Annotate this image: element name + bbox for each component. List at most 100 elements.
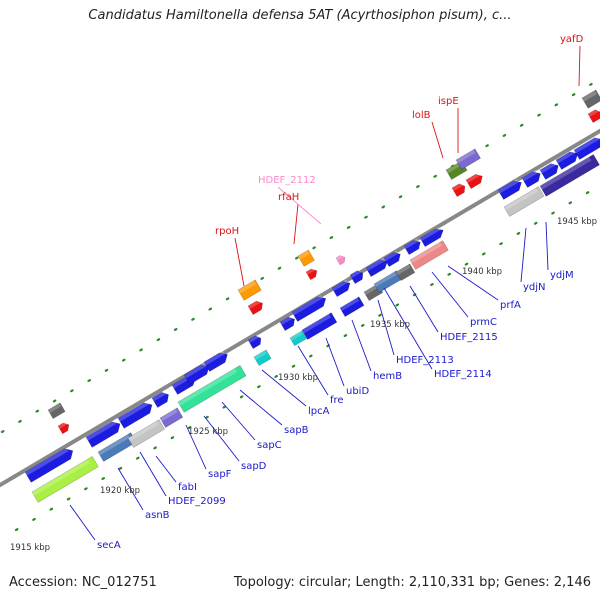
gene-feature [339,296,365,318]
tick-dot [136,456,140,460]
tick-dot [395,303,400,307]
gene-box [159,407,184,428]
leader-line [69,504,96,541]
kbp-label: 1930 kbp [278,373,318,383]
gene-label: ubiD [346,386,369,397]
tick-dot [52,399,57,403]
tick-dot [464,262,469,266]
tick-dot [104,368,109,372]
gene-feature [301,312,338,340]
gene-feature [183,362,210,385]
gene-feature [159,407,184,428]
gene-shine [204,350,225,366]
gene-shine [466,172,481,184]
map-title: Candidatus Hamiltonella defensa 5AT (Acy… [88,8,512,23]
leader-line [297,345,329,396]
label-leader-lines [69,45,581,541]
gene-shine [160,408,178,422]
leader-line [325,337,345,387]
gene-feature [539,161,559,180]
gene-arrow [403,239,421,256]
tick-dot [502,133,507,137]
gene-feature [85,420,121,448]
tick-marks [0,82,593,532]
gene-feature [331,279,351,298]
tick-dot [66,497,71,501]
gene-feature [539,154,600,197]
gene-arrow [247,300,263,316]
gene-feature [451,182,466,198]
tick-dot [312,246,316,250]
gene-arrow [335,255,346,266]
gene-label: fre [330,395,344,406]
gene-feature [279,315,295,332]
gene-arrow [183,364,210,385]
gene-feature [24,447,74,483]
leader-line [239,389,283,426]
gene-shine [178,368,238,406]
tick-dot [18,419,22,423]
gene-arrow [151,391,169,408]
gene-shine [410,242,443,264]
gene-arrow [383,251,401,268]
gene-label: sapF [208,469,232,480]
gene-shine [298,250,310,260]
tick-dot [433,174,437,178]
gene-feature [365,257,388,278]
gene-shine [32,459,90,496]
gene-shine [420,226,441,242]
gene-label: asnB [145,510,170,521]
gene-shine [302,314,331,334]
gene-shine [350,269,362,279]
gene-label: rpoH [215,226,239,237]
gene-shine [48,403,61,414]
tick-dot [568,201,573,205]
gene-feature [31,456,99,503]
gene-feature [203,350,228,372]
gene-shine [366,257,386,272]
gene-feature [497,178,522,200]
gene-arrow [247,335,262,350]
gene-feature [177,364,247,413]
gene-arrow [555,151,579,170]
tick-dot [49,507,54,511]
tick-dot [139,348,143,352]
gene-shine [248,299,261,310]
gene-feature [403,238,421,256]
tick-dot [225,297,230,301]
gene-shine [128,421,159,442]
gene-shine [540,157,592,190]
gene-arrow [305,268,318,281]
tick-dot [35,409,40,413]
gene-label: rfaH [278,192,299,203]
gene-shine [446,161,463,174]
leader-line [261,369,307,407]
gene-features [24,89,600,503]
gene-feature [253,349,272,367]
tick-dot [343,334,348,338]
gene-shine [340,297,360,312]
gene-shine [332,279,349,292]
tick-dot [239,395,244,399]
tick-dot [222,405,227,409]
tick-dot [482,252,486,256]
gene-box [339,296,365,318]
gene-shine [404,238,419,250]
gene-box [539,154,600,197]
gene-label: hemB [373,371,402,382]
leader-line [277,186,322,225]
gene-arrow [365,259,388,278]
tick-dot [187,425,192,429]
gene-label: HDEF_2115 [440,332,498,343]
gene-shine [522,169,539,182]
leader-line [185,424,207,470]
gene-shine [98,434,131,456]
kbp-label: 1915 kbp [10,543,50,553]
leader-line [234,237,245,287]
tick-dot [205,415,209,419]
gene-feature [573,135,600,160]
gene-shine [384,250,399,262]
gene-shine [86,420,117,441]
gene-shine [280,315,293,326]
